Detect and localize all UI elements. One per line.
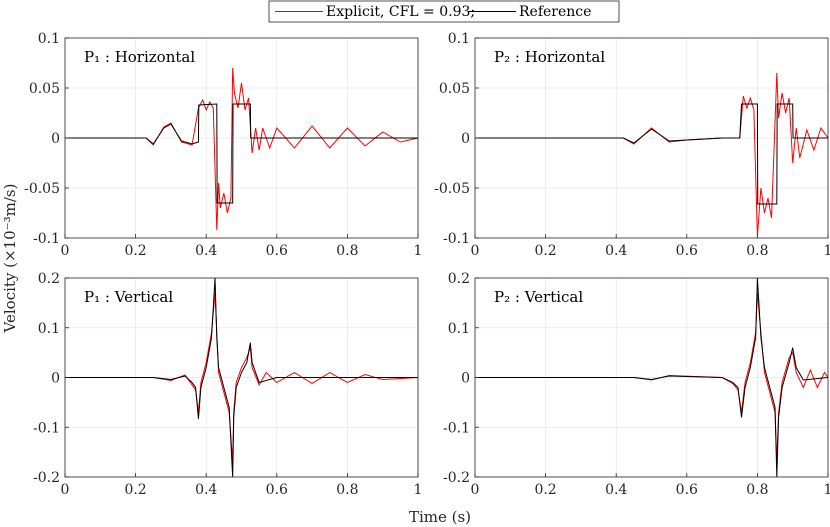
x-tick-label: 0.8 [746, 482, 768, 498]
x-tick-label: 0 [61, 243, 70, 259]
y-tick-label: -0.1 [443, 231, 470, 247]
x-tick-label: 1 [414, 482, 423, 498]
x-tick-label: 0.2 [534, 243, 556, 259]
x-tick-label: 0.2 [124, 482, 146, 498]
x-axis-label: Time (s) [409, 508, 471, 526]
y-tick-label: -0.05 [24, 181, 60, 197]
series-reference-p2-horizontal [475, 103, 828, 205]
y-tick-label: 0 [51, 371, 60, 387]
x-tick-label: 0 [61, 482, 70, 498]
subplot-p2-vertical: 0 0.2 0.4 0.6 0.8 1 -0.2 -0.1 0 0.1 0.2 P₂ : Vertic… [443, 271, 830, 498]
legend-label-reference: Reference [519, 4, 591, 20]
x-tick-label: 0.8 [336, 243, 358, 259]
y-tick-label: -0.2 [33, 470, 60, 486]
x-tick-label: 0 [471, 482, 480, 498]
subplot-title: P₁ : Vertical [84, 288, 173, 306]
y-tick-label: -0.1 [33, 420, 60, 436]
y-tick-label: 0.1 [448, 31, 470, 47]
subplot-p2-horizontal: 0 0.2 0.4 0.6 0.8 1 -0.1 -0.05 0 0.05 0.1 P₂ : Hori… [434, 31, 830, 259]
legend-box [268, 0, 620, 23]
series-reference-p1-vertical [65, 277, 418, 478]
y-tick-label: 0.2 [448, 271, 470, 287]
y-tick-label: 0 [51, 131, 60, 147]
y-tick-label: 0.05 [439, 81, 470, 97]
y-tick-label: 0 [461, 131, 470, 147]
y-tick-label: 0.1 [38, 31, 60, 47]
x-tick-label: 0.8 [336, 482, 358, 498]
subplot-p1-horizontal: 0 0.2 0.4 0.6 0.8 1 -0.1 -0.05 0 0.05 0.1 P₁ : Hori… [24, 31, 422, 259]
subplot-title: P₂ : Vertical [494, 288, 583, 306]
x-tick-label: 1 [824, 482, 830, 498]
x-tick-label: 0 [471, 243, 480, 259]
y-tick-label: -0.2 [443, 470, 470, 486]
y-tick-label: 0.1 [38, 321, 60, 337]
x-tick-label: 0.4 [195, 243, 217, 259]
y-tick-label: 0.1 [448, 321, 470, 337]
series-reference-p2-vertical [475, 277, 829, 478]
x-tick-label: 0.6 [676, 243, 698, 259]
x-tick-label: 0.6 [266, 482, 288, 498]
subplot-p1-vertical: 0 0.2 0.4 0.6 0.8 1 -0.2 -0.1 0 0.1 0.2 P₁ : Vertic… [33, 271, 422, 498]
x-tick-label: 0.4 [195, 482, 217, 498]
legend-label-explicit: Explicit, CFL = 0.93; [326, 4, 475, 20]
x-tick-label: 0.4 [605, 482, 627, 498]
y-tick-label: -0.1 [33, 231, 60, 247]
x-tick-label: 0.8 [746, 243, 768, 259]
subplot-title: P₁ : Horizontal [84, 48, 195, 66]
x-tick-label: 1 [824, 243, 830, 259]
x-tick-label: 0.2 [534, 482, 556, 498]
x-tick-label: 1 [414, 243, 423, 259]
legend: Explicit, CFL = 0.93; Reference [268, 0, 620, 23]
x-tick-label: 0.6 [676, 482, 698, 498]
x-tick-label: 0.6 [266, 243, 288, 259]
x-tick-label: 0.4 [605, 243, 627, 259]
y-tick-label: 0.2 [38, 271, 60, 287]
x-tick-label: 0.2 [124, 243, 146, 259]
y-axis-label: Velocity (×10⁻³m/s) [1, 184, 19, 334]
y-tick-label: 0.05 [29, 81, 60, 97]
series-explicit-p1-horizontal [65, 67, 419, 231]
series-reference-p1-horizontal [65, 103, 418, 204]
y-tick-label: 0 [461, 371, 470, 387]
subplot-title: P₂ : Horizontal [494, 48, 605, 66]
y-tick-label: -0.1 [443, 420, 470, 436]
y-tick-label: -0.05 [434, 181, 470, 197]
